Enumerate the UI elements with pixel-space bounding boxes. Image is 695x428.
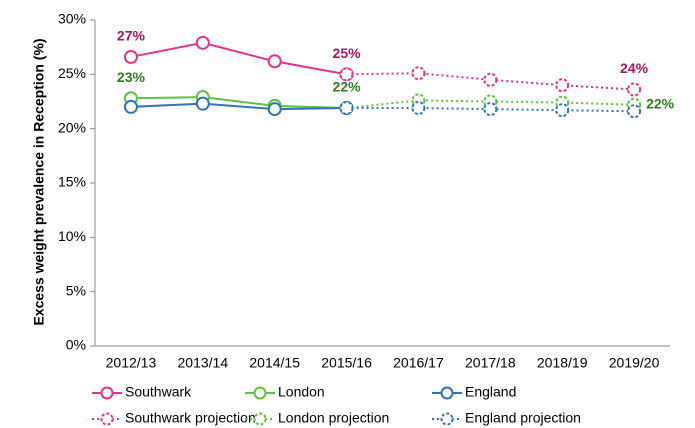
legend-label: Southwark projection	[125, 410, 256, 426]
value-label: 24%	[620, 60, 649, 76]
y-tick-label: 15%	[58, 174, 86, 190]
legend-label: Southwark	[125, 384, 192, 400]
value-label: 22%	[646, 95, 675, 111]
x-tick-label: 2018/19	[537, 355, 588, 371]
y-tick-label: 30%	[58, 11, 86, 27]
series-line	[130, 102, 347, 111]
y-tick-label: 0%	[66, 337, 86, 353]
point	[267, 54, 282, 69]
point	[483, 72, 498, 87]
point	[123, 49, 138, 64]
value-label: 23%	[117, 69, 146, 85]
series-line	[130, 41, 347, 76]
y-axis-label: Excess weight prevalence in Reception (%…	[31, 38, 47, 325]
value-label: 22%	[333, 79, 362, 95]
legend-label: England	[465, 384, 516, 400]
series-line	[346, 99, 635, 110]
legend-marker	[100, 412, 114, 426]
legend-marker	[100, 386, 114, 400]
point	[627, 82, 642, 97]
series-line	[346, 72, 635, 91]
series-line	[130, 96, 347, 110]
y-tick-label: 20%	[58, 119, 86, 135]
point	[411, 101, 426, 116]
x-tick-label: 2019/20	[609, 355, 660, 371]
x-tick-label: 2016/17	[393, 355, 444, 371]
point	[555, 78, 570, 93]
point	[555, 103, 570, 118]
legend-marker	[253, 412, 267, 426]
x-tick-label: 2014/15	[249, 355, 300, 371]
x-tick-label: 2012/13	[106, 355, 157, 371]
legend-label: England projection	[465, 410, 581, 426]
x-tick-label: 2017/18	[465, 355, 516, 371]
y-tick-label: 10%	[58, 228, 86, 244]
y-tick-label: 5%	[66, 282, 86, 298]
x-tick-label: 2013/14	[178, 355, 229, 371]
legend-marker	[253, 386, 267, 400]
legend-label: London projection	[278, 410, 389, 426]
legend-marker	[440, 386, 454, 400]
point	[483, 102, 498, 117]
point	[339, 67, 354, 82]
point	[195, 96, 210, 111]
value-label: 25%	[333, 45, 362, 61]
point	[411, 66, 426, 81]
point	[339, 101, 354, 116]
point	[267, 102, 282, 117]
legend-marker	[440, 412, 454, 426]
value-label: 27%	[117, 28, 146, 44]
point	[123, 99, 138, 114]
point	[195, 35, 210, 50]
y-tick-label: 25%	[58, 65, 86, 81]
point	[627, 104, 642, 119]
legend-label: London	[278, 384, 325, 400]
x-tick-label: 2015/16	[321, 355, 372, 371]
